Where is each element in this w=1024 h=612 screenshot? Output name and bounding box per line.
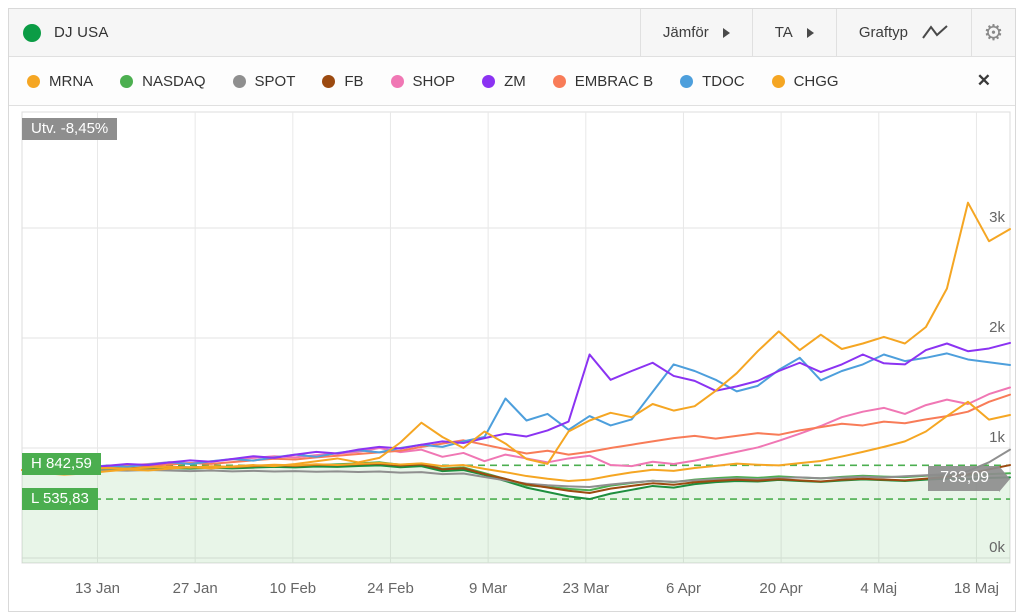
legend-item-tdoc[interactable]: TDOC [680, 73, 745, 90]
x-axis-label: 24 Feb [367, 580, 414, 597]
legend-item-label: SPOT [254, 72, 296, 90]
x-axis-label: 18 Maj [954, 580, 999, 597]
y-axis-label: 1k [989, 429, 1005, 446]
legend-item-zm[interactable]: ZM [482, 73, 526, 90]
legend-item-label: EMBRAC B [574, 72, 654, 90]
chart-area[interactable]: 0k 1k 2k 3k 13 Jan 27 Jan 10 Feb 24 Feb 9 Mar 23 … [9, 106, 1015, 611]
x-axis-label: 20 Apr [759, 580, 802, 597]
chevron-right-icon [722, 27, 730, 38]
legend-item-label: ZM [504, 72, 526, 90]
line-chart-icon [922, 25, 948, 39]
legend-color-dot [390, 74, 404, 88]
legend-item-fb[interactable]: FB [322, 72, 364, 90]
legend-color-dot [680, 74, 694, 88]
chart-svg: 0k 1k 2k 3k 13 Jan 27 Jan 10 Feb 24 Feb 9 Mar 23 … [21, 111, 1011, 597]
legend-item-label: CHGG [793, 72, 839, 90]
x-axis-label: 23 Mar [562, 580, 609, 597]
chart-widget: DJ USA Jämför TA Graftyp ⚙ MRNA NASDAQ SPO… [8, 8, 1016, 612]
x-axis-label: 9 Mar [469, 580, 507, 597]
x-axis-label: 13 Jan [75, 580, 120, 597]
compare-button-label: Jämför [662, 24, 709, 41]
x-axis-label: 6 Apr [666, 580, 701, 597]
y-axis-label: 2k [989, 319, 1005, 336]
legend-color-dot [771, 74, 785, 88]
header-bar: DJ USA Jämför TA Graftyp ⚙ [9, 9, 1015, 57]
legend-item-nasdaq[interactable]: NASDAQ [120, 72, 206, 90]
x-axis-label: 27 Jan [173, 580, 218, 597]
y-axis-label: 0k [989, 539, 1005, 556]
instrument-status-dot [23, 23, 41, 42]
change-percent-badge: Utv. -8,45% [22, 118, 118, 140]
legend-color-dot [482, 74, 496, 88]
compare-button[interactable]: Jämför [639, 9, 752, 56]
legend-item-label: SHOP [412, 72, 456, 90]
last-value-badge: 733,09 [928, 466, 1010, 493]
legend-item-mrna[interactable]: MRNA [27, 73, 93, 90]
legend-item-label: FB [344, 72, 364, 90]
low-value-badge: L 535,83 [22, 488, 98, 511]
legend-item-embrac-b[interactable]: EMBRAC B [552, 72, 654, 90]
legend-color-dot [120, 74, 134, 88]
x-axis-label: 10 Feb [269, 580, 316, 597]
chevron-right-icon [806, 27, 814, 38]
high-value-badge: H 842,59 [22, 453, 101, 476]
legend-item-label: NASDAQ [142, 72, 206, 90]
legend-color-dot [552, 74, 566, 88]
gear-icon: ⚙ [983, 19, 1004, 45]
legend-item-label: TDOC [702, 72, 745, 90]
legend-items: MRNA NASDAQ SPOT FB SHOP ZM EMBRAC B TDOC CHGG [27, 73, 839, 90]
instrument-title-group: DJ USA [9, 9, 640, 56]
close-compare-button[interactable]: ✕ [976, 71, 991, 90]
legend-item-label: MRNA [49, 72, 94, 90]
settings-button[interactable]: ⚙ [971, 9, 1015, 56]
charttype-button[interactable]: Graftyp [835, 9, 971, 56]
legend-item-spot[interactable]: SPOT [232, 72, 296, 90]
legend-color-dot [27, 74, 40, 88]
legend-item-chgg[interactable]: CHGG [771, 72, 839, 90]
legend-color-dot [322, 74, 336, 88]
legend-bar: MRNA NASDAQ SPOT FB SHOP ZM EMBRAC B TDOC CHGG ✕ [9, 57, 1015, 106]
legend-color-dot [232, 74, 246, 88]
y-axis-label: 3k [989, 209, 1005, 226]
legend-item-shop[interactable]: SHOP [390, 72, 456, 90]
technical-analysis-button[interactable]: TA [751, 9, 836, 56]
technical-analysis-label: TA [774, 24, 793, 41]
x-axis-label: 4 Maj [860, 580, 897, 597]
charttype-label: Graftyp [858, 24, 908, 41]
instrument-title: DJ USA [54, 24, 109, 41]
